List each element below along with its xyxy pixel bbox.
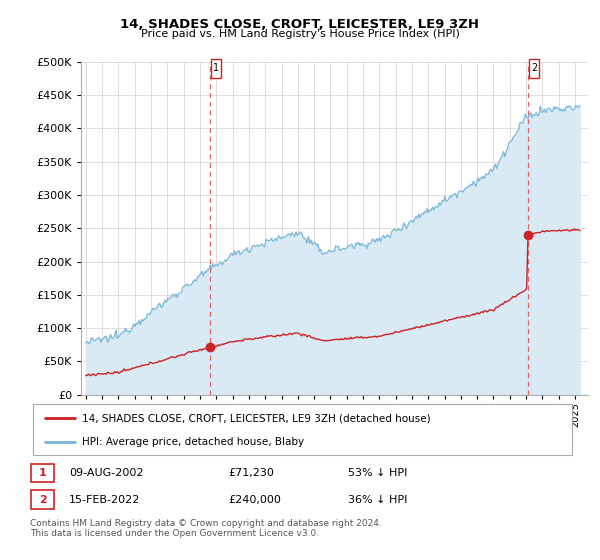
Text: 14, SHADES CLOSE, CROFT, LEICESTER, LE9 3ZH: 14, SHADES CLOSE, CROFT, LEICESTER, LE9 … xyxy=(121,18,479,31)
FancyBboxPatch shape xyxy=(33,404,572,455)
Text: This data is licensed under the Open Government Licence v3.0.: This data is licensed under the Open Gov… xyxy=(30,529,319,538)
FancyBboxPatch shape xyxy=(31,491,54,508)
Text: HPI: Average price, detached house, Blaby: HPI: Average price, detached house, Blab… xyxy=(82,437,304,447)
Text: 1: 1 xyxy=(39,468,46,478)
Text: 36% ↓ HPI: 36% ↓ HPI xyxy=(348,494,407,505)
Text: 2: 2 xyxy=(531,63,538,73)
FancyBboxPatch shape xyxy=(529,59,539,78)
Text: 15-FEB-2022: 15-FEB-2022 xyxy=(69,494,140,505)
Text: 1: 1 xyxy=(213,63,220,73)
FancyBboxPatch shape xyxy=(211,59,221,78)
Text: 53% ↓ HPI: 53% ↓ HPI xyxy=(348,468,407,478)
Text: Contains HM Land Registry data © Crown copyright and database right 2024.: Contains HM Land Registry data © Crown c… xyxy=(30,520,382,529)
Text: 14, SHADES CLOSE, CROFT, LEICESTER, LE9 3ZH (detached house): 14, SHADES CLOSE, CROFT, LEICESTER, LE9 … xyxy=(82,413,430,423)
Text: £71,230: £71,230 xyxy=(228,468,274,478)
Text: £240,000: £240,000 xyxy=(228,494,281,505)
FancyBboxPatch shape xyxy=(31,464,54,482)
Text: Price paid vs. HM Land Registry's House Price Index (HPI): Price paid vs. HM Land Registry's House … xyxy=(140,29,460,39)
Text: 2: 2 xyxy=(39,494,46,505)
Text: 09-AUG-2002: 09-AUG-2002 xyxy=(69,468,143,478)
